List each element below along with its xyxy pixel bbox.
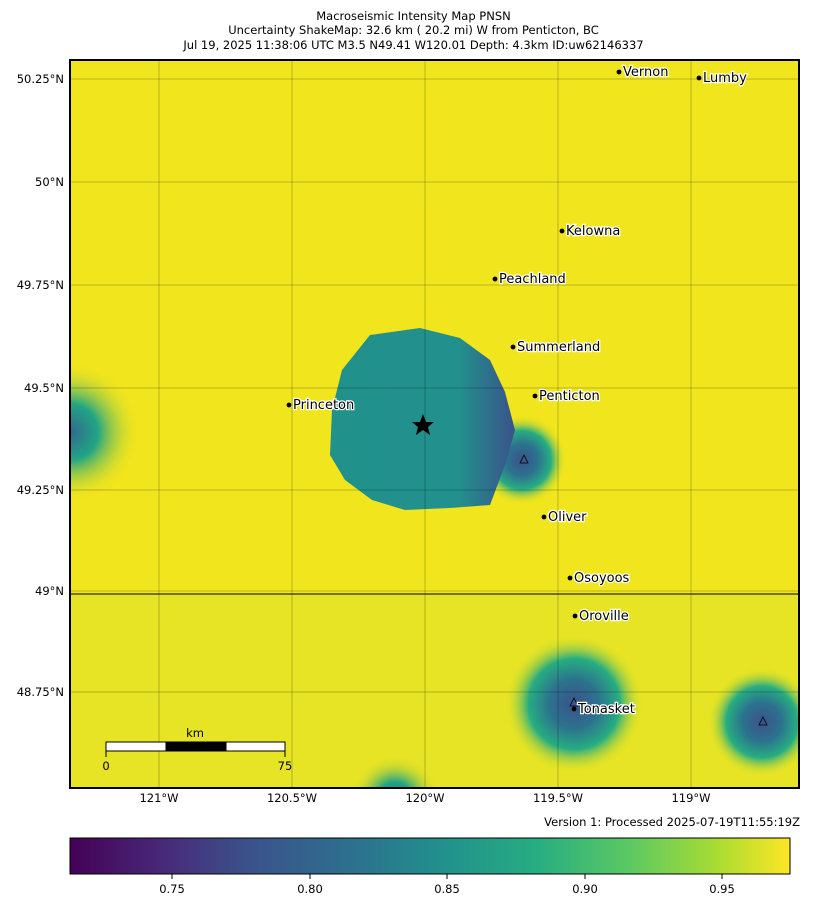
colorbar: 0.75 0.80 0.85 0.90 0.95 <box>69 837 791 896</box>
colorbar-tick-label: 0.75 <box>159 882 185 896</box>
event-info: Jul 19, 2025 11:38:06 UTC M3.5 N49.41 W1… <box>183 38 644 52</box>
city-label: Osoyoos <box>574 571 630 586</box>
map-gridlines <box>70 60 799 788</box>
lat-tick-label: 49.25°N <box>17 483 64 497</box>
triangle-icon <box>758 716 768 726</box>
latitude-axis: 50.25°N 50°N 49.75°N 49.5°N 49.25°N 49°N 48.75… <box>17 72 64 699</box>
city-marker <box>567 575 573 581</box>
city-label: Vernon <box>623 65 668 80</box>
lat-tick-label: 49°N <box>35 584 64 598</box>
city-marker <box>696 75 702 81</box>
lon-tick-label: 119.5°W <box>533 791 583 805</box>
city-marker <box>532 393 538 399</box>
lat-tick-label: 50.25°N <box>17 72 64 86</box>
scale-end: 75 <box>278 759 293 773</box>
triangle-icon <box>569 697 579 707</box>
city-label: Kelowna <box>566 224 620 239</box>
city-marker <box>286 402 292 408</box>
longitude-axis: 121°W 120.5°W 120°W 119.5°W 119°W <box>139 791 710 805</box>
map-title: Macroseismic Intensity Map PNSN <box>316 9 511 23</box>
lat-tick-label: 49.75°N <box>17 278 64 292</box>
lon-tick-label: 120.5°W <box>267 791 317 805</box>
city-label: Peachland <box>499 272 566 287</box>
city-label: Summerland <box>517 340 600 355</box>
city-marker <box>572 613 578 619</box>
colorbar-tick-label: 0.80 <box>297 882 323 896</box>
stations-layer <box>519 454 768 726</box>
city-label: Oliver <box>548 510 587 525</box>
city-label: Lumby <box>703 71 747 86</box>
city-marker <box>571 706 577 712</box>
lat-tick-label: 48.75°N <box>17 685 64 699</box>
map-subtitle: Uncertainty ShakeMap: 32.6 km ( 20.2 mi)… <box>228 23 599 37</box>
colorbar-tick-label: 0.85 <box>434 882 460 896</box>
city-label: Princeton <box>293 398 354 413</box>
city-marker <box>492 276 498 282</box>
city-marker <box>559 228 565 234</box>
triangle-icon <box>519 454 529 464</box>
lat-tick-label: 50°N <box>35 175 64 189</box>
cities-layer: Vernon Lumby Kelowna Peachland Summerland Pen… <box>286 64 748 718</box>
intensity-raster <box>70 60 799 788</box>
city-label: Penticton <box>539 389 600 404</box>
city-marker <box>510 344 516 350</box>
star-icon <box>412 414 434 435</box>
lon-tick-label: 119°W <box>671 791 710 805</box>
lon-tick-label: 121°W <box>139 791 178 805</box>
scale-start: 0 <box>102 759 109 773</box>
colorbar-tick-label: 0.95 <box>709 882 735 896</box>
scale-bar: km 0 75 <box>102 726 292 773</box>
city-marker <box>541 514 547 520</box>
city-label: Oroville <box>579 609 629 624</box>
lon-tick-label: 120°W <box>405 791 444 805</box>
colorbar-tick-label: 0.90 <box>572 882 598 896</box>
city-label: Tonasket <box>577 702 635 717</box>
map-frame <box>69 59 800 789</box>
city-marker <box>616 69 622 75</box>
lat-tick-label: 49.5°N <box>24 381 64 395</box>
version-label: Version 1: Processed 2025-07-19T11:55:19… <box>544 815 800 829</box>
scale-unit: km <box>186 726 204 740</box>
